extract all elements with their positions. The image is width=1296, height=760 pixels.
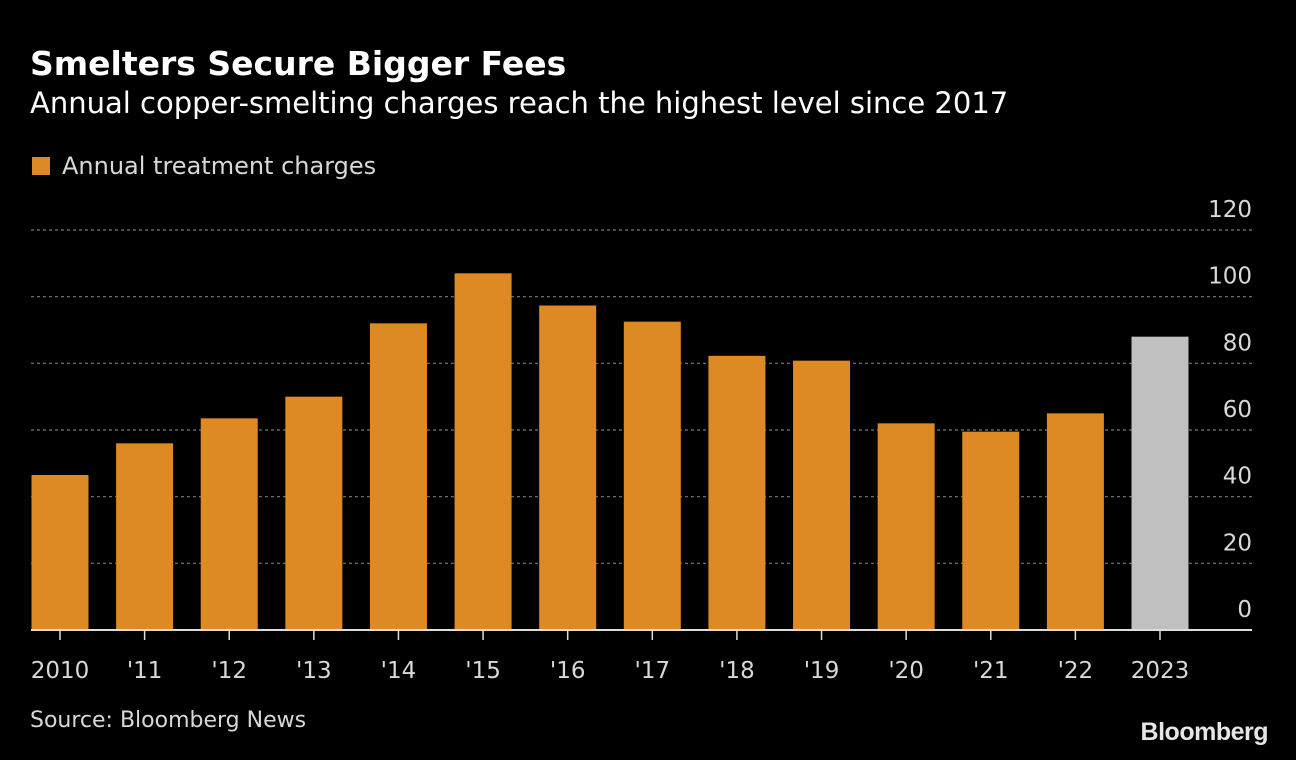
x-tick-label: '12 [211,658,247,684]
bar [454,273,512,630]
bar [962,431,1020,630]
y-tick-label: 0 [1237,597,1252,623]
x-tick-label: '15 [465,658,501,684]
bar [877,423,935,630]
chart-subtitle: Annual copper-smelting charges reach the… [30,86,1009,120]
x-tick-label: 2010 [31,658,90,684]
x-tick-label: '21 [973,658,1009,684]
x-tick-label: '20 [888,658,924,684]
source-note: Source: Bloomberg News [30,708,307,733]
y-tick-label: 120 [1208,197,1252,223]
y-tick-label: 20 [1223,530,1252,556]
bar [369,323,427,630]
x-tick-label: '19 [804,658,840,684]
y-tick-label: 80 [1223,330,1252,356]
bar [1131,336,1189,630]
legend: Annual treatment charges [32,152,376,180]
bar [285,396,343,630]
bar [793,360,851,630]
y-tick-label: 100 [1208,264,1252,290]
y-tick-label: 40 [1223,464,1252,490]
bar [31,475,89,630]
x-tick-label: '16 [550,658,586,684]
chart-title: Smelters Secure Bigger Fees [30,44,567,83]
x-tick-label: '11 [127,658,163,684]
bloomberg-logo: Bloomberg [1140,718,1269,746]
x-tick-label: '17 [635,658,671,684]
bar [708,355,766,630]
legend-label: Annual treatment charges [62,152,377,180]
y-tick-label: 60 [1223,397,1252,423]
bar [116,443,174,630]
x-tick-label: '13 [296,658,332,684]
x-tick-label: 2023 [1131,658,1190,684]
bar [623,321,681,630]
x-tick-label: '18 [719,658,755,684]
legend-swatch [32,157,50,175]
bar [1046,413,1104,630]
x-tick-label: '22 [1058,658,1094,684]
x-tick-label: '14 [381,658,417,684]
bar [200,418,258,630]
bar [539,305,597,630]
